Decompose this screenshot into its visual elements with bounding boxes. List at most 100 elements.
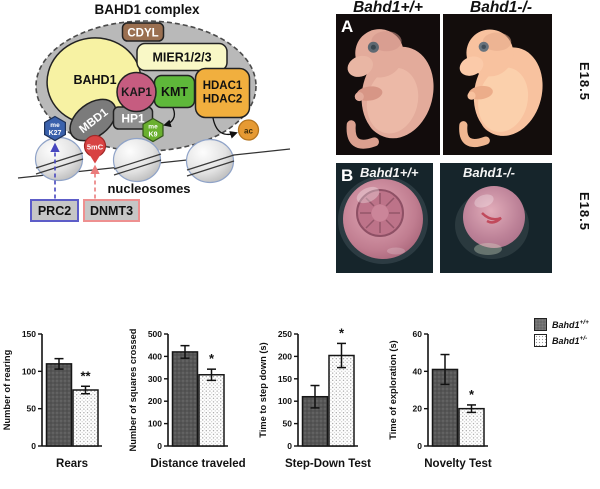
significance-label: * <box>339 325 345 340</box>
dnmt3-label: DNMT3 <box>90 204 133 218</box>
error-bar <box>207 368 216 382</box>
chart-distance-traveled: 0 100 200 300 400 500 * Number of squares cross… <box>126 300 271 489</box>
error-bar <box>54 357 64 370</box>
ac-label: ac <box>244 127 253 136</box>
x-axis-label: Novelty Test <box>424 458 492 470</box>
prc2-label: PRC2 <box>38 204 71 218</box>
bar-Bahd1+/- <box>458 407 485 447</box>
mbd1-shape: MBD1 <box>69 98 117 142</box>
y-tick-label: 200 <box>148 396 162 406</box>
five-mc-label: 5mC <box>87 143 104 152</box>
me-k9-badge: me K9 <box>142 117 164 143</box>
legend-swatch-light <box>534 334 547 347</box>
dnmt3-box <box>83 199 140 222</box>
x-axis-label: Step-Down Test <box>285 458 371 470</box>
bar-chart-svg: 0 50 100 150 ** Number of rearing Rears <box>2 329 102 470</box>
nucleosomes-group <box>17 136 291 184</box>
bar-chart-svg: 0 20 40 60 * Time of exploration (s) Novelty T… <box>388 329 492 470</box>
panel-b-letter: B <box>341 166 354 185</box>
hdac-shape <box>194 67 251 119</box>
hp1-label: HP1 <box>121 112 145 126</box>
cdyl-label: CDYL <box>127 28 158 40</box>
y-tick-label: 0 <box>417 441 422 451</box>
nucleosome <box>34 136 84 182</box>
bar-Bahd1+/- <box>72 389 99 447</box>
legend-item-heterozygote: Bahd1+/- <box>534 334 589 347</box>
y-tick-label: 0 <box>157 441 162 451</box>
y-tick-label: 0 <box>31 441 36 451</box>
legend-label: Bahd1+/+ <box>552 319 589 330</box>
panel-b-wildtype-label: Bahd1+/+ <box>360 165 419 180</box>
me-k27-top: me <box>50 122 60 129</box>
legend-gene: Bahd1 <box>552 320 580 330</box>
photo-embryo-knockout <box>443 14 552 155</box>
y-tick-label: 50 <box>283 419 293 429</box>
y-tick-label: 0 <box>287 441 292 451</box>
y-tick-label: 20 <box>413 404 423 414</box>
stage-label-a: E18.5 <box>577 62 592 101</box>
error-bar <box>180 344 190 359</box>
bar-chart-svg: 0 100 200 300 400 500 * Number of squares cross… <box>128 328 246 470</box>
bar-chart-svg: 0 50 100 150 200 250 * Time to step down (s) Ste… <box>258 325 371 470</box>
x-axis-label: Distance traveled <box>150 458 245 470</box>
genotype-title-knockout: Bahd1-/- <box>470 0 532 16</box>
legend-label: Bahd1+/- <box>552 335 587 346</box>
photo-embryo-wildtype <box>336 14 440 155</box>
kap1-shape <box>116 71 157 113</box>
bahd1-complex-diagram: BAHD1 complex MBD1 BAHD1 CDYL MIER1/2/3 … <box>17 2 291 222</box>
y-tick-label: 100 <box>148 419 162 429</box>
y-tick-label: 100 <box>22 366 36 376</box>
panel-b-knockout-label: Bahd1-/- <box>463 165 515 180</box>
bahd1-label: BAHD1 <box>73 73 116 87</box>
y-axis-label: Number of rearing <box>2 349 12 430</box>
legend-gene: Bahd1 <box>552 336 580 346</box>
me-k9-bottom: K9 <box>149 132 158 139</box>
y-tick-label: 500 <box>148 329 162 339</box>
stage-label-b: E18.5 <box>577 192 592 231</box>
significance-label: * <box>209 351 215 366</box>
me-k27-badge: me K27 <box>43 115 67 142</box>
embryo-illustration <box>336 14 440 155</box>
y-tick-label: 200 <box>278 351 292 361</box>
y-axis-label: Number of squares crossed <box>128 328 138 451</box>
placenta-illustration <box>336 163 433 273</box>
kmt-to-mek9-arrow <box>163 107 176 128</box>
error-bar <box>337 342 346 369</box>
me-k27-bottom: K27 <box>49 130 62 137</box>
hdac1-label: HDAC1 <box>203 80 243 92</box>
legend-item-wildtype: Bahd1+/+ <box>534 318 589 331</box>
cdyl-shape <box>121 22 165 42</box>
y-tick-label: 100 <box>278 396 292 406</box>
significance-label: * <box>469 387 475 402</box>
hdac2-label: HDAC2 <box>203 94 243 106</box>
mier-label: MIER1/2/3 <box>152 51 211 65</box>
chart-legend: Bahd1+/+ Bahd1+/- <box>534 318 589 350</box>
kmt-label: KMT <box>161 85 188 99</box>
y-tick-label: 40 <box>413 366 423 376</box>
photo-placenta-wildtype <box>336 163 433 273</box>
bar-Bahd1+/- <box>328 354 355 447</box>
y-tick-label: 50 <box>27 404 37 414</box>
me-k9-top: me <box>148 124 158 131</box>
bar-Bahd1+/+ <box>45 363 73 447</box>
error-bar <box>467 404 476 414</box>
y-tick-label: 400 <box>148 351 162 361</box>
x-axis-label: Rears <box>56 458 88 470</box>
placenta-illustration <box>440 163 552 273</box>
error-bar <box>81 385 90 395</box>
legend-genotype: +/+ <box>579 319 589 326</box>
kap1-label: KAP1 <box>121 87 152 99</box>
error-bar <box>310 384 320 409</box>
legend-genotype: +/- <box>579 335 588 342</box>
embryo-illustration <box>443 14 552 155</box>
mier-shape <box>136 42 228 72</box>
bar-Bahd1+/- <box>198 374 225 447</box>
chart-rears: 0 50 100 150 ** Number of rearing Rears <box>0 300 145 489</box>
chart-novelty-test: 0 20 40 60 * Time of exploration (s) Novelty T… <box>386 300 531 489</box>
ac-badge: ac <box>237 119 260 141</box>
y-axis-label: Time of exploration (s) <box>388 340 398 440</box>
nucleosomes-label: nucleosomes <box>107 181 190 196</box>
hdac-to-ac-arrow <box>212 117 238 139</box>
y-tick-label: 300 <box>148 374 162 384</box>
